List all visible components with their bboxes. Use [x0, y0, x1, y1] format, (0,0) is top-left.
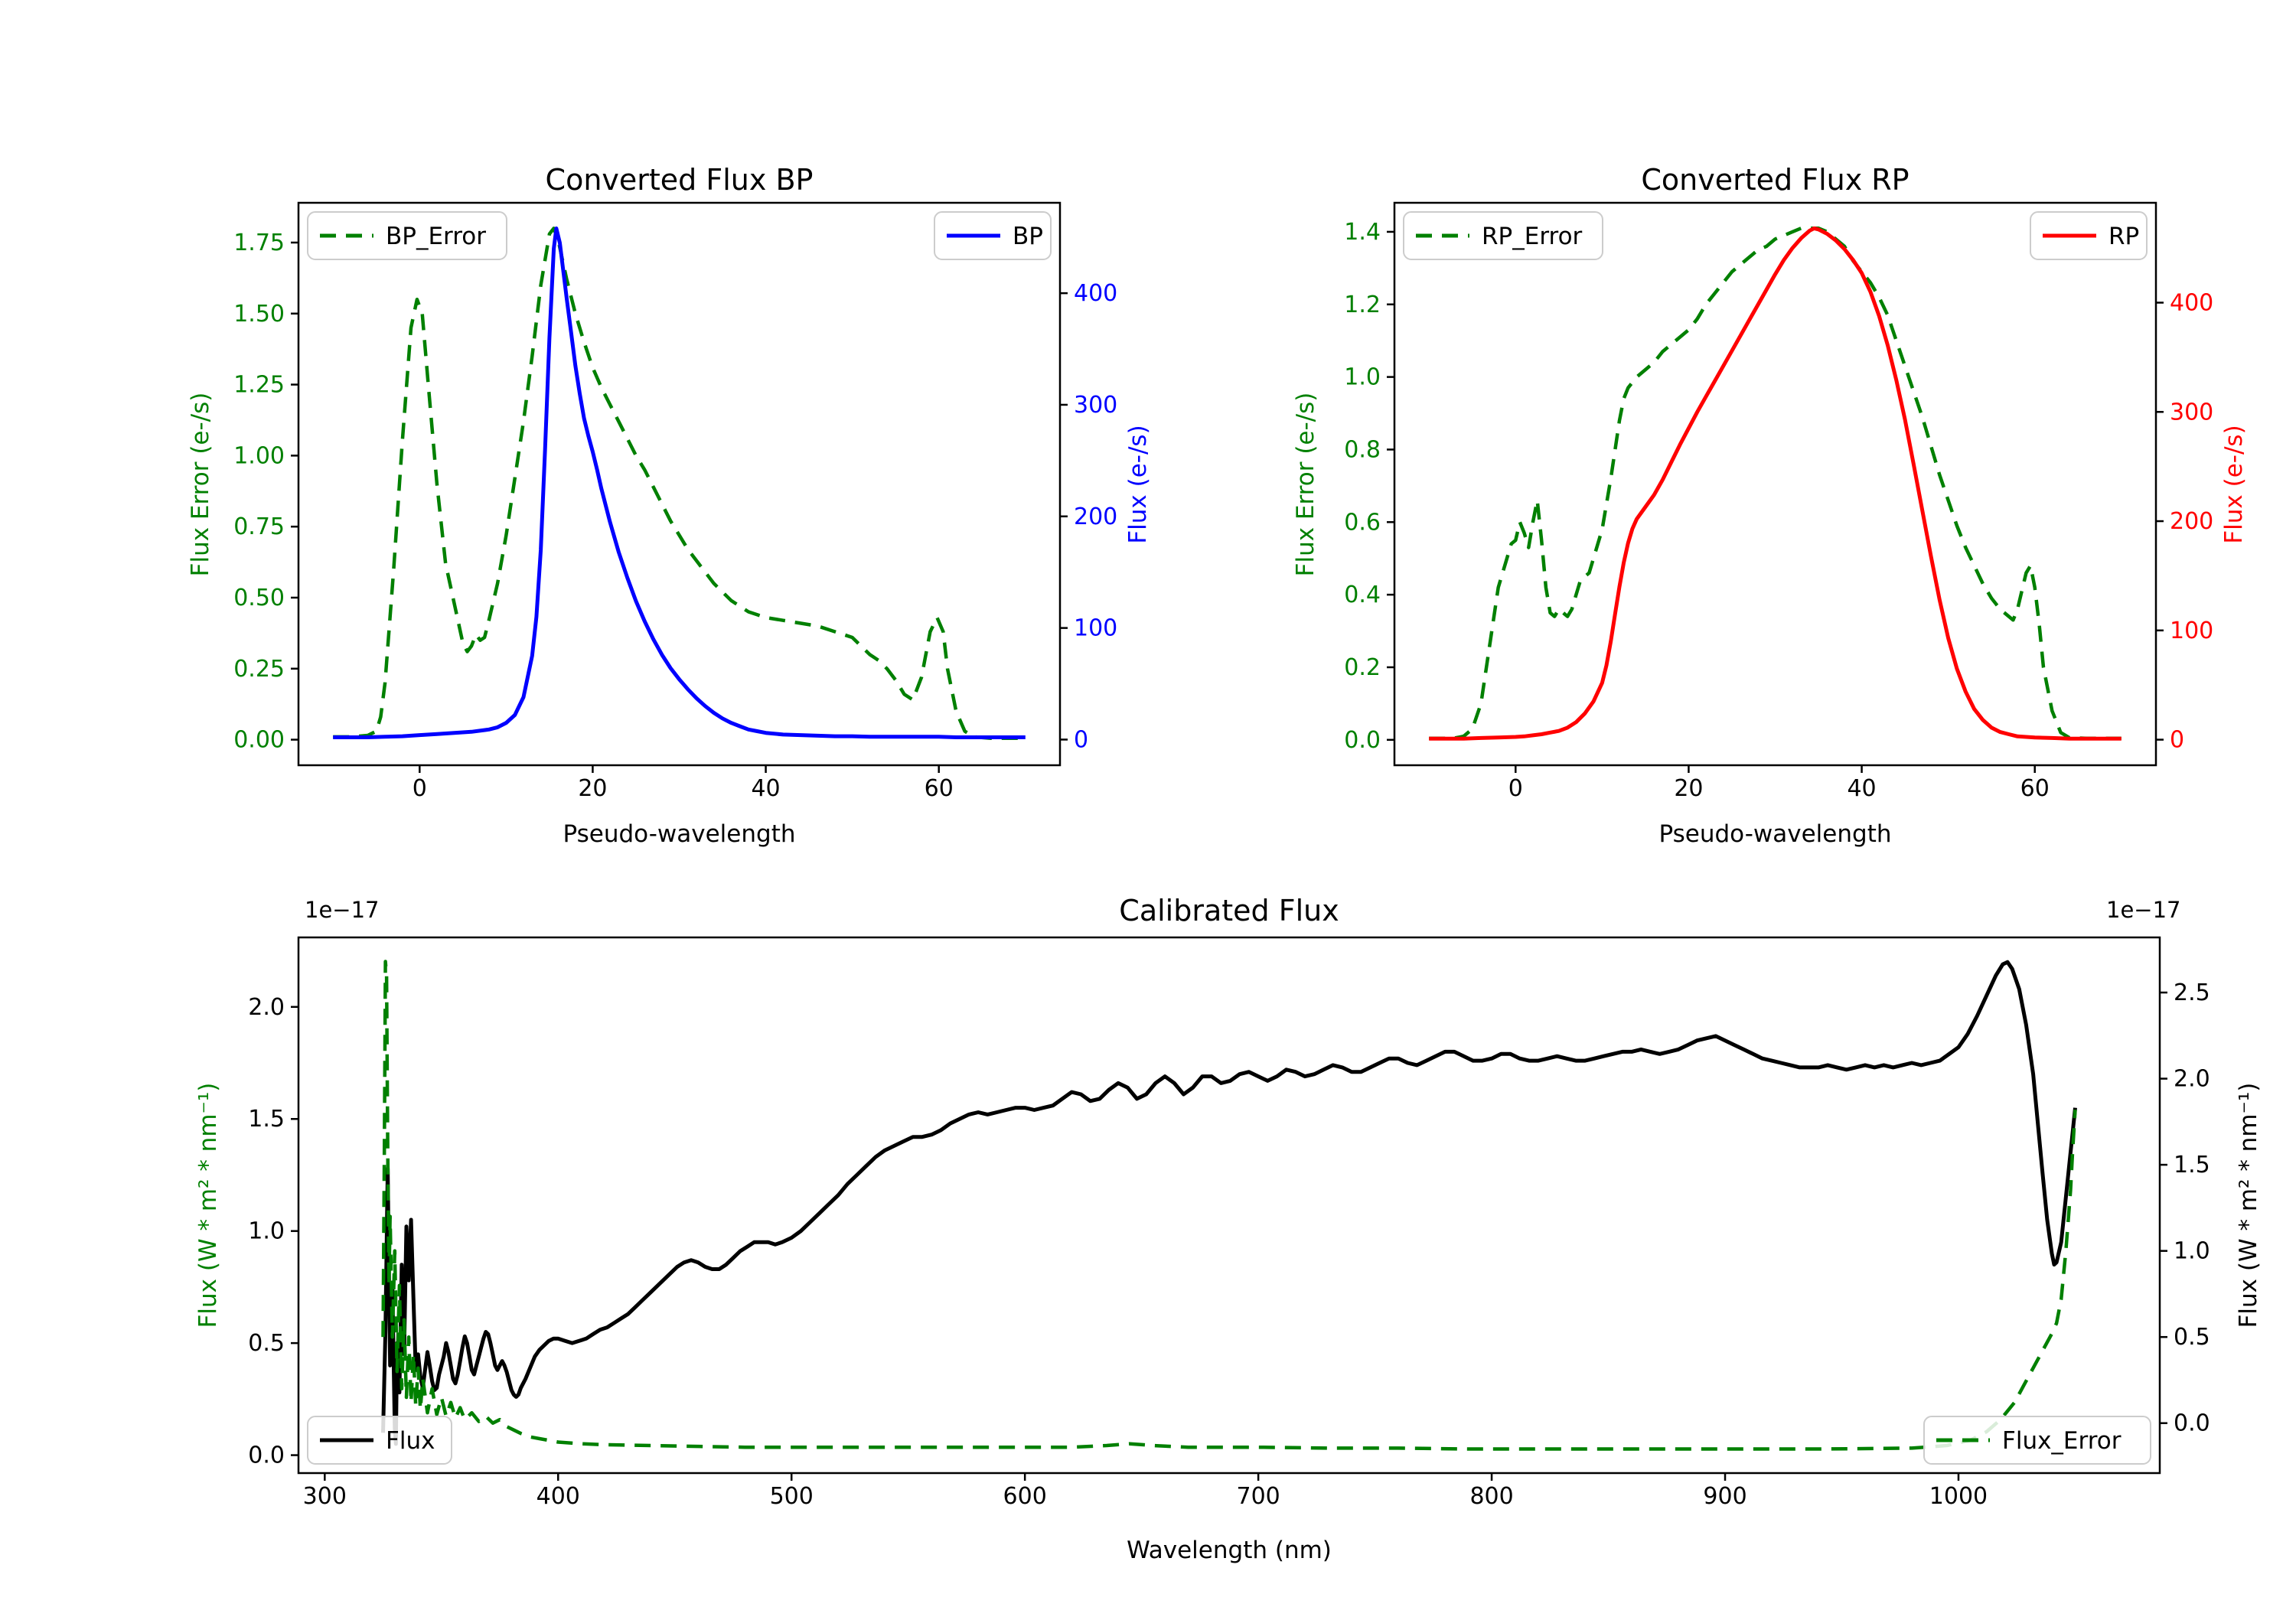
x-tick-label: 20 [1674, 775, 1703, 802]
right-tick-label: 0 [1074, 726, 1088, 753]
legend-box [307, 1416, 452, 1465]
right-axis-offset-text: 1e−17 [2106, 897, 2181, 923]
left-tick-label: 0.75 [233, 513, 285, 540]
series-rp-error [1429, 226, 2122, 741]
legend-box [1403, 211, 1603, 260]
left-tick-label: 0.2 [1344, 654, 1381, 681]
left-tick-label: 1.00 [233, 442, 285, 469]
legend-label: Flux [386, 1427, 435, 1455]
left-tick-label: 1.0 [1344, 364, 1381, 391]
left-tick-label: 2.0 [248, 994, 285, 1021]
legend-label: RP_Error [1482, 223, 1583, 250]
chart-calibrated-right-ylabel: Flux (W * m² * nm⁻¹) [2235, 1082, 2262, 1328]
legend-rp-error: RP_Error [1403, 211, 1603, 260]
legend-flux: Flux [307, 1416, 452, 1465]
left-tick-label: 1.4 [1344, 219, 1381, 246]
right-tick-label: 1.5 [2174, 1152, 2210, 1178]
left-tick-label: 1.75 [233, 230, 285, 256]
right-tick-label: 0.5 [2174, 1324, 2210, 1351]
x-tick-label: 300 [303, 1483, 347, 1510]
chart-bp-title: Converted Flux BP [545, 163, 814, 197]
x-tick-label: 20 [578, 775, 607, 802]
left-tick-label: 1.5 [248, 1106, 285, 1133]
chart-rp-title: Converted Flux RP [1641, 163, 1910, 197]
right-tick-label: 2.0 [2174, 1066, 2210, 1093]
series-bp-error [333, 227, 1026, 740]
left-axis-offset-text: 1e−17 [305, 897, 380, 923]
series-flux-error [381, 960, 2077, 1451]
right-tick-label: 400 [1074, 280, 1117, 307]
right-tick-label: 1.0 [2174, 1238, 2210, 1265]
x-tick-label: 60 [925, 775, 954, 802]
legend-rp: RP [2030, 211, 2148, 260]
axes-frame [1393, 201, 2157, 767]
x-tick-label: 800 [1469, 1483, 1513, 1510]
x-tick-label: 900 [1703, 1483, 1746, 1510]
legend-bp-error: BP_Error [307, 211, 507, 260]
x-tick-label: 40 [1847, 775, 1876, 802]
chart-converted-flux-rp: 0 20 40 60 0.0 0.2 0.4 0.6 0.8 1.0 1.2 1.4 0 100 200 30… [1344, 201, 2213, 802]
x-tick-label: 700 [1236, 1483, 1280, 1510]
left-tick-label: 0.6 [1344, 509, 1381, 536]
left-tick-label: 1.50 [233, 301, 285, 328]
left-tick-label: 1.0 [248, 1218, 285, 1245]
chart-bp-left-ylabel: Flux Error (e-/s) [187, 392, 214, 577]
legend-label: Flux_Error [2002, 1427, 2122, 1455]
left-tick-label: 0.4 [1344, 582, 1381, 608]
x-tick-label: 60 [2020, 775, 2050, 802]
left-tick-label: 0.8 [1344, 436, 1381, 463]
chart-calibrated-title: Calibrated Flux [1119, 894, 1339, 927]
right-tick-label: 300 [1074, 392, 1117, 419]
legend-label: RP [2108, 223, 2139, 250]
chart-bp-xlabel: Pseudo-wavelength [563, 820, 796, 848]
right-tick-label: 2.5 [2174, 980, 2210, 1006]
chart-calibrated-xlabel: Wavelength (nm) [1127, 1537, 1332, 1564]
axes-frame [297, 201, 1062, 767]
left-tick-label: 0.0 [248, 1442, 285, 1469]
chart-rp-left-ylabel: Flux Error (e-/s) [1292, 392, 1319, 577]
chart-converted-flux-bp: 0 20 40 60 0.00 0.25 0.50 0.75 1.00 1.25 1.50 1.75 0… [233, 201, 1117, 802]
x-tick-label: 0 [1508, 775, 1523, 802]
left-tick-label: 0.25 [233, 656, 285, 683]
x-tick-label: 600 [1003, 1483, 1047, 1510]
left-tick-label: 0.50 [233, 585, 285, 611]
legend-box [1923, 1416, 2151, 1465]
chart-rp-right-ylabel: Flux (e-/s) [2220, 425, 2248, 544]
right-tick-label: 200 [2170, 508, 2213, 535]
left-tick-label: 0.00 [233, 727, 285, 754]
legend-box [307, 211, 507, 260]
x-tick-label: 400 [536, 1483, 580, 1510]
x-tick-label: 1000 [1929, 1483, 1988, 1510]
series-bp [333, 227, 1026, 739]
right-tick-label: 0.0 [2174, 1410, 2210, 1437]
legend-bp: BP [934, 211, 1052, 260]
chart-rp-xlabel: Pseudo-wavelength [1658, 820, 1892, 848]
right-tick-label: 200 [1074, 504, 1117, 530]
legend-label: BP [1013, 223, 1043, 250]
right-tick-label: 0 [2170, 727, 2184, 754]
left-tick-label: 0.5 [248, 1330, 285, 1357]
left-tick-label: 0.0 [1344, 727, 1381, 754]
chart-calibrated-flux: 300 400 500 600 700 800 900 1000 0.0 0.5 1.0 1.5 2.0… [248, 936, 2210, 1510]
series-rp [1429, 226, 2122, 741]
x-tick-label: 500 [770, 1483, 814, 1510]
x-tick-label: 0 [413, 775, 427, 802]
right-tick-label: 400 [2170, 289, 2213, 316]
right-tick-label: 300 [2170, 399, 2213, 425]
x-tick-label: 40 [751, 775, 780, 802]
right-tick-label: 100 [1074, 615, 1117, 642]
chart-bp-right-ylabel: Flux (e-/s) [1124, 425, 1152, 544]
legend-flux-error: Flux_Error [1923, 1416, 2151, 1465]
series-flux [381, 960, 2077, 1446]
axes-frame [297, 936, 2161, 1475]
legend-label: BP_Error [386, 223, 486, 250]
left-tick-label: 1.25 [233, 372, 285, 399]
chart-calibrated-left-ylabel: Flux (W * m² * nm⁻¹) [194, 1082, 222, 1328]
left-tick-label: 1.2 [1344, 292, 1381, 318]
right-tick-label: 100 [2170, 618, 2213, 644]
